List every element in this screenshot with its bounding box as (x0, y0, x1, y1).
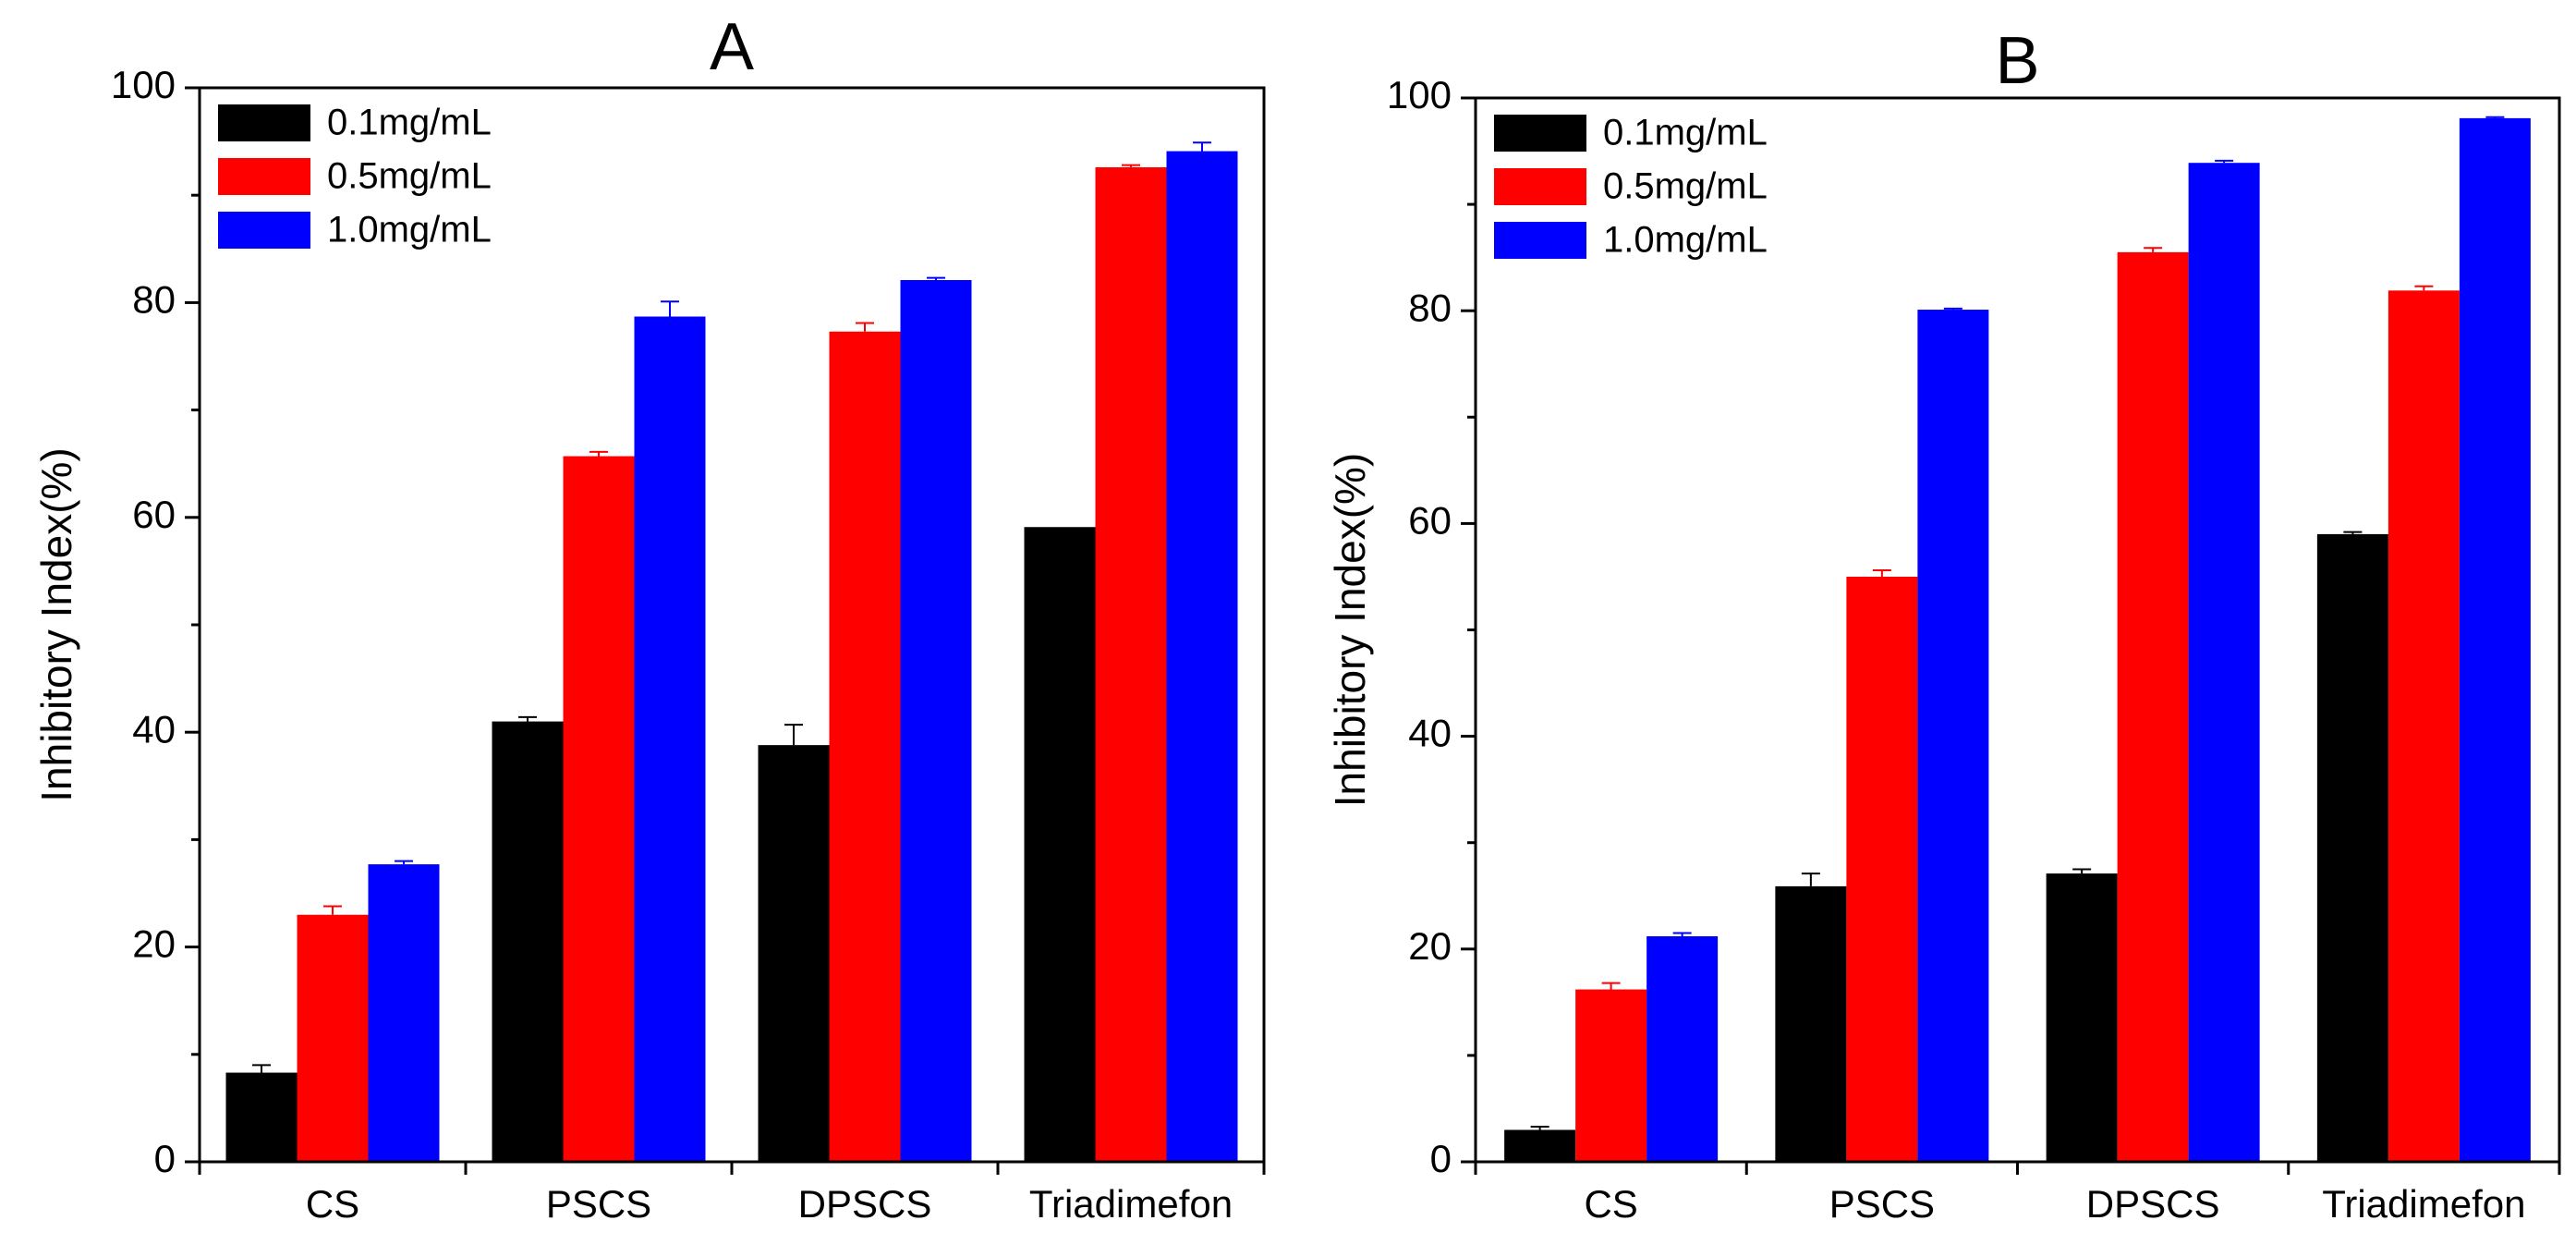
bar (2316, 533, 2388, 1162)
y-tick-label: 100 (111, 63, 176, 106)
x-tick-label: DPSCS (2086, 1182, 2220, 1226)
y-axis-label: Inhibitory Index(%) (1326, 453, 1374, 808)
x-tick-label: PSCS (546, 1182, 651, 1226)
y-axis-label: Inhibitory Index(%) (32, 447, 80, 802)
y-tick-label: 60 (1408, 498, 1452, 542)
legend-label: 0.5mg/mL (1603, 166, 1768, 207)
y-tick-label: 0 (1430, 1137, 1452, 1180)
legend-swatch (1494, 222, 1586, 259)
y-tick-label: 20 (132, 922, 176, 966)
y-tick-label: 80 (132, 277, 176, 321)
legend-swatch (1494, 115, 1586, 152)
bar (634, 316, 706, 1163)
y-tick-label: 0 (154, 1137, 176, 1180)
bar (225, 1072, 298, 1162)
bar (829, 331, 901, 1162)
bar (2117, 251, 2189, 1162)
legend-swatch (218, 212, 310, 249)
bar (297, 914, 369, 1162)
bar (1846, 576, 1918, 1162)
x-tick-label: Triadimefon (1029, 1182, 1233, 1226)
bar (1095, 166, 1167, 1162)
legend-swatch (218, 158, 310, 195)
y-tick-label: 40 (132, 707, 176, 751)
chart-a: A Inhibitory Index(%) 0 20 40 60 80 100 CS PSCS DP… (32, 10, 1266, 1226)
bar (2388, 290, 2460, 1162)
bar (1646, 935, 1719, 1162)
bar (1775, 885, 1847, 1162)
x-tick-label: DPSCS (798, 1182, 932, 1226)
chart-title: B (1995, 24, 2039, 98)
bar (758, 745, 830, 1162)
legend-swatch (1494, 168, 1586, 205)
legend-label: 1.0mg/mL (1603, 220, 1768, 261)
bar (900, 279, 972, 1162)
chart-title: A (710, 10, 754, 84)
legend-label: 0.5mg/mL (327, 156, 492, 197)
bar (1917, 310, 1989, 1162)
bar (2459, 117, 2531, 1162)
bar (563, 456, 635, 1162)
x-tick-label: PSCS (1829, 1182, 1935, 1226)
x-tick-label: Triadimefon (2322, 1182, 2525, 1226)
y-tick-label: 100 (1387, 73, 1452, 116)
legend-label: 1.0mg/mL (327, 210, 492, 250)
bar (2188, 163, 2260, 1163)
y-tick-label: 20 (1408, 924, 1452, 968)
y-tick-label: 60 (132, 493, 176, 536)
x-tick-label: CS (306, 1182, 359, 1226)
bar (492, 721, 564, 1162)
y-tick-label: 80 (1408, 286, 1452, 329)
legend-swatch (218, 104, 310, 141)
chart-b: B Inhibitory Index(%) 0 20 40 60 80 100 CS PSCS DP… (1326, 24, 2561, 1226)
bar (1504, 1129, 1576, 1162)
x-tick-label: CS (1584, 1182, 1637, 1226)
y-tick-label: 40 (1408, 712, 1452, 755)
bar (1166, 151, 1238, 1163)
bar (2046, 873, 2118, 1162)
bar (368, 864, 440, 1162)
bar (1575, 989, 1647, 1162)
bar (1024, 527, 1096, 1162)
legend-label: 0.1mg/mL (1603, 113, 1768, 153)
legend-label: 0.1mg/mL (327, 103, 492, 143)
